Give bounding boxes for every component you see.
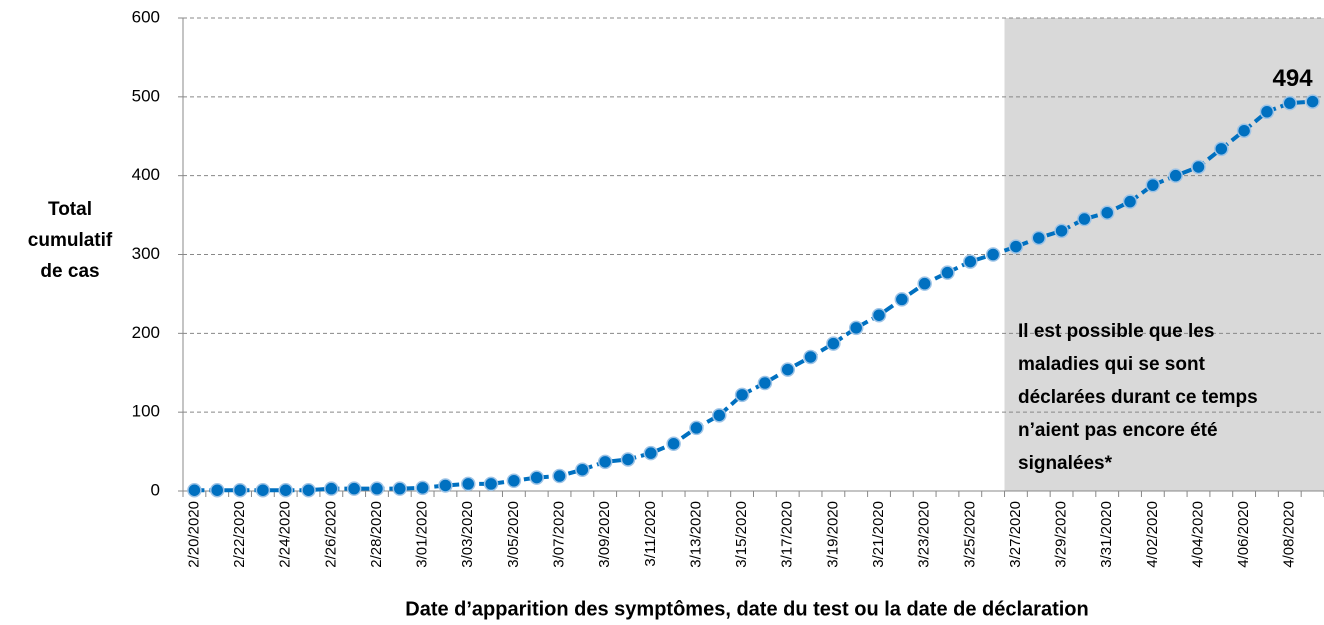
x-tick-label: 3/07/2020 <box>550 501 567 568</box>
x-tick-label: 3/31/2020 <box>1098 501 1115 568</box>
data-point <box>803 349 818 365</box>
data-point <box>689 420 704 436</box>
y-tick-label: 300 <box>132 244 160 263</box>
data-point <box>712 408 727 423</box>
data-point <box>757 375 773 391</box>
data-point <box>643 445 659 461</box>
data-point <box>278 482 293 498</box>
x-tick-label: 3/23/2020 <box>916 501 933 568</box>
annotation: signalées* <box>1018 453 1113 474</box>
data-point <box>826 336 841 351</box>
x-tick-label: 3/27/2020 <box>1007 501 1024 568</box>
data-point <box>597 454 613 470</box>
data-point <box>1099 205 1115 220</box>
data-point <box>871 307 887 323</box>
x-tick-label: 3/01/2020 <box>414 501 431 568</box>
data-point <box>620 452 636 467</box>
data-point <box>894 292 910 307</box>
x-tick-label: 3/03/2020 <box>459 501 476 568</box>
data-point <box>209 482 225 498</box>
data-point <box>255 482 271 498</box>
data-point <box>461 476 476 492</box>
data-point <box>1008 239 1024 254</box>
data-point <box>438 478 453 493</box>
x-tick-label: 2/24/2020 <box>277 501 294 568</box>
data-point <box>1122 194 1138 209</box>
data-point <box>1259 104 1275 120</box>
x-tick-label: 3/05/2020 <box>505 501 522 568</box>
y-axis-label: cumulatif <box>28 230 113 251</box>
y-tick-label: 100 <box>132 402 160 421</box>
x-tick-label: 2/20/2020 <box>185 501 202 568</box>
x-tick-label: 4/02/2020 <box>1144 501 1161 568</box>
data-point <box>1214 141 1229 157</box>
data-point <box>392 481 408 496</box>
y-tick-label: 600 <box>132 7 160 26</box>
data-point <box>506 473 522 489</box>
data-point <box>917 276 932 291</box>
x-tick-label: 3/09/2020 <box>596 501 613 568</box>
x-tick-label: 4/06/2020 <box>1235 501 1252 568</box>
x-tick-label: 2/26/2020 <box>322 501 339 568</box>
data-label: 494 <box>1273 65 1314 92</box>
data-point <box>483 476 499 492</box>
x-tick-label: 3/13/2020 <box>687 501 704 568</box>
x-tick-label: 3/11/2020 <box>642 501 659 567</box>
data-point <box>1031 230 1046 246</box>
x-tick-label: 4/08/2020 <box>1281 501 1298 568</box>
data-point <box>940 265 955 280</box>
x-tick-label: 4/04/2020 <box>1189 501 1206 568</box>
data-point <box>1236 123 1252 138</box>
y-tick-label: 400 <box>132 165 160 184</box>
data-point <box>985 247 1001 262</box>
x-tick-label: 2/22/2020 <box>231 501 248 568</box>
data-point <box>346 481 362 496</box>
data-point <box>848 320 864 336</box>
x-tick-label: 3/19/2020 <box>824 501 841 568</box>
x-tick-label: 3/29/2020 <box>1053 501 1070 568</box>
data-point <box>575 462 590 477</box>
annotation: maladies qui se sont <box>1018 354 1206 375</box>
data-point <box>666 436 681 451</box>
y-tick-label: 200 <box>132 323 160 342</box>
data-point <box>232 482 248 498</box>
data-point <box>415 480 430 496</box>
x-tick-label: 3/15/2020 <box>733 501 750 568</box>
data-point <box>301 482 316 498</box>
data-point <box>1191 159 1206 175</box>
data-point <box>963 254 978 269</box>
x-tick-label: 2/28/2020 <box>368 501 385 568</box>
x-tick-label: 3/25/2020 <box>961 501 978 568</box>
data-point <box>1168 168 1183 183</box>
data-point <box>780 362 795 377</box>
data-point <box>552 468 567 484</box>
annotation: déclarées durant ce temps <box>1018 387 1258 408</box>
y-tick-label: 500 <box>132 86 160 105</box>
data-point <box>1145 177 1161 193</box>
x-tick-label: 3/17/2020 <box>779 501 796 568</box>
data-point <box>1077 211 1092 227</box>
y-tick-label: 0 <box>151 480 160 499</box>
x-tick-label: 3/21/2020 <box>870 501 887 568</box>
data-point <box>734 387 750 403</box>
data-point <box>1305 94 1320 109</box>
y-axis-label: Total <box>48 199 92 220</box>
data-point <box>324 481 339 496</box>
x-axis-label: Date d’apparition des symptômes, date du… <box>405 598 1089 620</box>
data-point <box>1054 223 1069 239</box>
data-point <box>1282 95 1298 111</box>
y-axis-label: de cas <box>40 261 99 282</box>
annotation: n’aient pas encore été <box>1018 420 1218 441</box>
annotation: Il est possible que les <box>1018 321 1214 342</box>
data-point <box>187 482 202 498</box>
data-point <box>369 481 385 496</box>
data-point <box>529 470 544 485</box>
